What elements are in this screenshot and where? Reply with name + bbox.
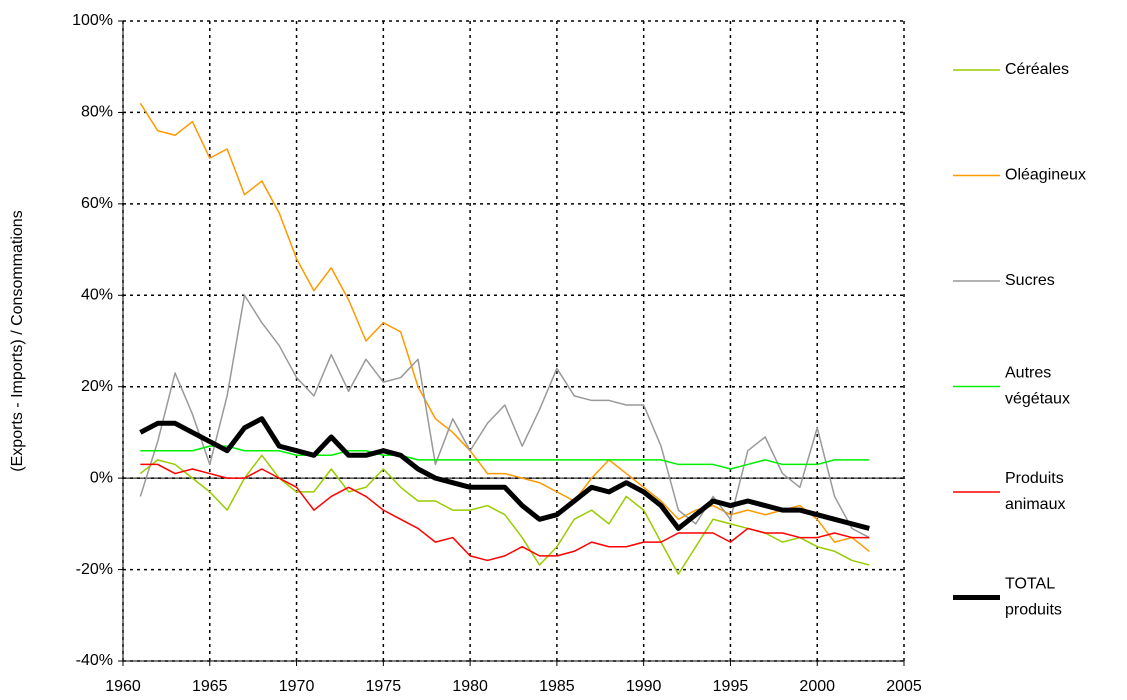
series-line [139, 102, 870, 552]
legend-label: TOTAL produits [1005, 576, 1062, 619]
x-tick-label: 1985 [539, 678, 575, 695]
x-tick-label: 1965 [192, 678, 228, 695]
legend-label: Céréales [1005, 61, 1069, 78]
y-tick-label: 80% [81, 104, 113, 121]
legend-label-line: animaux [1005, 496, 1065, 513]
x-tick-label: 1970 [279, 678, 315, 695]
legend-label: Autres végétaux [1005, 365, 1070, 408]
y-tick-label: 0% [90, 469, 113, 486]
legend-label-line: Produits [1005, 470, 1064, 487]
series-line [139, 294, 870, 539]
y-tick-label: 60% [81, 195, 113, 212]
x-tick-label: 1980 [452, 678, 488, 695]
x-tick-label: 1975 [366, 678, 402, 695]
x-tick-label: 1995 [713, 678, 749, 695]
legend-label: Produits animaux [1005, 470, 1065, 513]
legend-label-line: produits [1005, 602, 1062, 619]
legend-label: Sucres [1005, 272, 1055, 289]
series-line [139, 416, 870, 531]
legend-label: Oléagineux [1005, 167, 1086, 184]
legend-label-line: végétaux [1005, 391, 1070, 408]
y-tick-label: -40% [76, 652, 113, 669]
y-tick-label: 40% [81, 287, 113, 304]
legend-label-line: TOTAL [1005, 576, 1055, 593]
x-tick-label: 2005 [886, 678, 922, 695]
legend-label-line: Autres [1005, 365, 1051, 382]
x-tick-label: 1990 [626, 678, 662, 695]
y-tick-label: 100% [72, 12, 113, 29]
y-axis-label: (Exports - Imports) / Consommations [9, 210, 26, 471]
x-tick-label: 1960 [105, 678, 141, 695]
series-line [140, 463, 870, 562]
x-tick-label: 2000 [799, 678, 835, 695]
y-tick-label: -20% [76, 561, 113, 578]
y-tick-label: 20% [81, 378, 113, 395]
series-line [140, 445, 870, 470]
